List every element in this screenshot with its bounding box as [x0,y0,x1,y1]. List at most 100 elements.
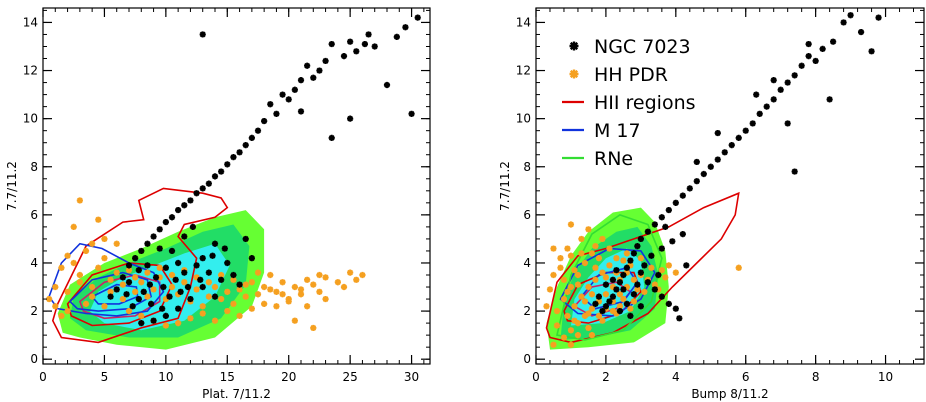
data-point [279,91,286,98]
data-point [805,53,812,60]
data-point [686,185,693,192]
data-point [211,240,219,247]
x-tick-label: 10 [878,370,893,384]
data-point [665,206,672,214]
data-point [655,286,662,293]
legend-label: NGC 7023 [594,36,691,58]
data-point [585,226,592,233]
data-point [316,67,323,74]
data-point [101,303,108,310]
data-point [58,312,65,319]
data-point [205,279,212,286]
data-point [113,240,120,247]
data-point [414,14,421,21]
data-point [627,305,634,312]
data-point [595,255,603,262]
data-point [248,134,255,141]
data-point [150,233,157,240]
scatter-points [46,14,421,332]
data-point [630,291,637,298]
data-point [150,317,157,324]
data-point [700,170,707,178]
data-point [205,269,212,276]
data-point [175,291,182,298]
data-point [242,281,249,288]
data-point [564,312,571,319]
data-point [168,271,176,279]
data-point [322,57,329,65]
x-tick-label: 30 [404,370,419,384]
data-point [735,264,742,271]
data-point [669,238,676,245]
data-point [95,216,102,223]
data-point [193,262,200,269]
data-point [107,276,114,283]
y-tick-label: 0 [523,352,531,366]
data-point [172,276,179,283]
data-point [749,120,756,127]
data-point [340,53,348,60]
data-point [742,127,749,134]
data-point [592,264,599,271]
data-point [662,223,669,230]
data-point [571,317,578,324]
data-point [285,96,292,103]
data-point [648,252,655,259]
data-point [637,303,644,310]
data-point [574,332,582,339]
data-point [146,281,153,288]
data-point [211,173,219,180]
data-point [592,300,599,307]
data-point [875,14,882,21]
data-point [132,288,139,295]
data-point [273,110,280,117]
data-point [285,298,292,305]
data-point [267,271,274,279]
data-point [218,271,225,279]
data-point [242,293,249,300]
data-point [620,271,627,279]
data-point [107,288,114,295]
data-point [175,259,182,267]
data-point [297,291,305,298]
data-point [328,134,335,141]
y-tick-label: 14 [516,15,531,29]
y-tick-label: 2 [30,304,38,318]
data-point [588,291,596,298]
data-point [777,86,784,93]
data-point [353,48,360,55]
data-point [651,286,658,293]
data-point [297,77,305,84]
y-tick-label: 10 [23,112,38,126]
data-point [627,312,634,319]
data-point [162,264,169,271]
data-point [553,322,561,329]
data-point [261,117,268,125]
data-point [585,324,592,332]
data-point [119,274,126,281]
data-point [634,281,641,288]
data-point [756,110,763,117]
data-point [181,279,188,286]
data-point [550,341,557,348]
legend-marker [569,41,579,51]
data-point [574,320,582,327]
data-point [175,206,182,214]
data-point [672,269,679,276]
data-point [383,81,391,89]
data-point [140,288,147,295]
data-point [52,303,59,310]
data-point [609,293,617,300]
data-point [613,286,620,293]
data-point [784,120,791,127]
data-point [641,288,648,295]
data-point [156,226,163,233]
data-point [826,96,833,103]
data-point [595,312,603,319]
data-point [791,168,798,175]
y-tick-label: 12 [516,64,531,78]
data-point [248,279,255,286]
data-point [606,245,613,252]
x-tick-label: 25 [343,370,358,384]
